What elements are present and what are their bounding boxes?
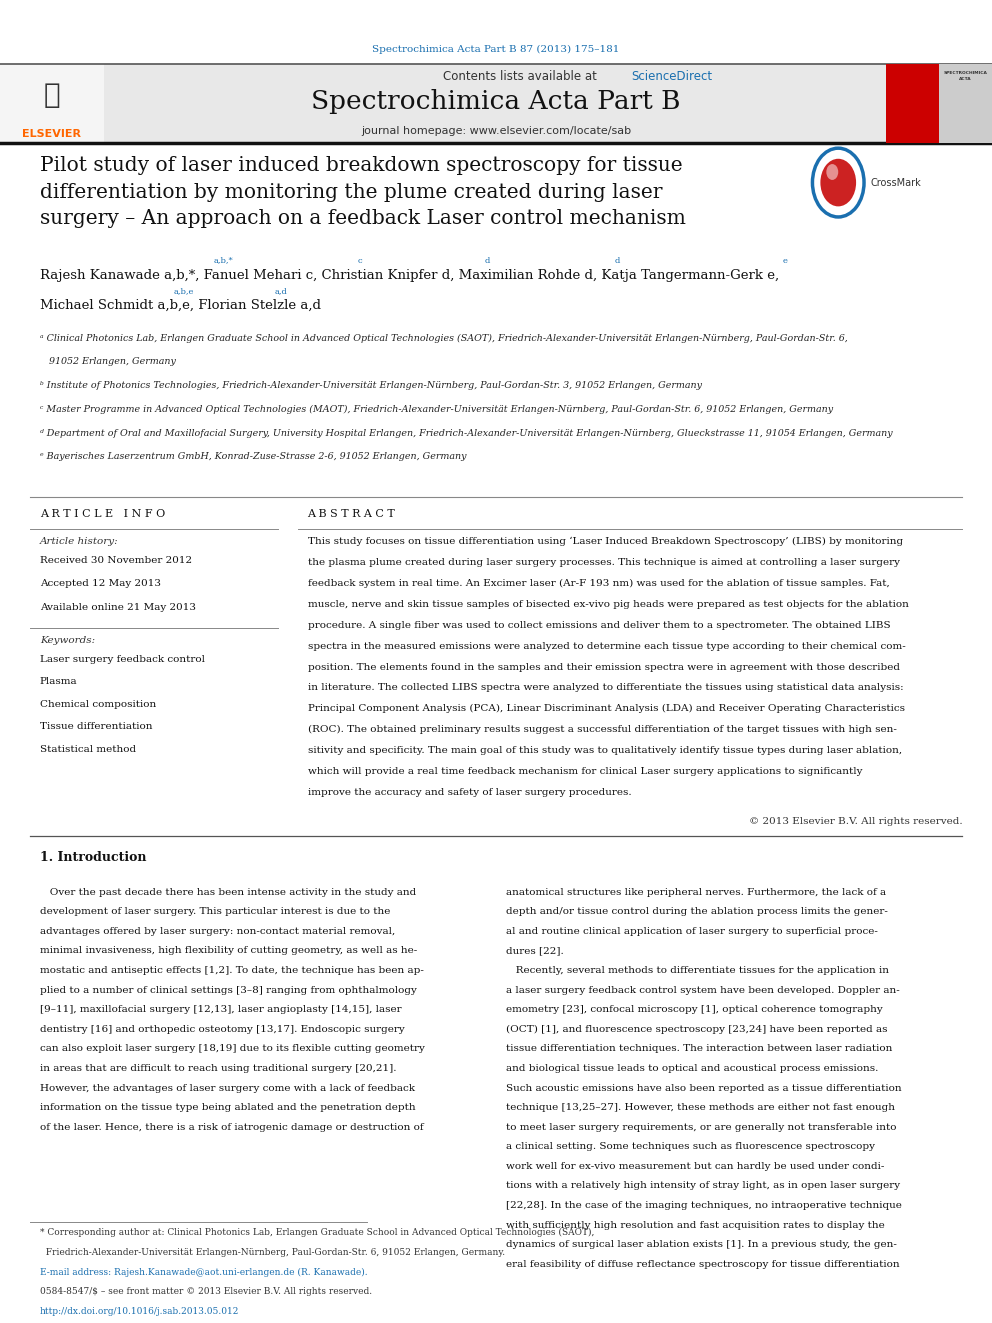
Text: This study focuses on tissue differentiation using ‘Laser Induced Breakdown Spec: This study focuses on tissue differentia… [308, 537, 903, 546]
Text: ScienceDirect: ScienceDirect [631, 70, 712, 83]
Text: http://dx.doi.org/10.1016/j.sab.2013.05.012: http://dx.doi.org/10.1016/j.sab.2013.05.… [40, 1307, 239, 1316]
Text: 0584-8547/$ – see front matter © 2013 Elsevier B.V. All rights reserved.: 0584-8547/$ – see front matter © 2013 El… [40, 1287, 372, 1297]
Text: and biological tissue leads to optical and acoustical process emissions.: and biological tissue leads to optical a… [506, 1064, 878, 1073]
FancyBboxPatch shape [104, 64, 886, 143]
Text: feedback system in real time. An Excimer laser (Ar-F 193 nm) was used for the ab: feedback system in real time. An Excimer… [308, 579, 889, 587]
Text: ᶜ Master Programme in Advanced Optical Technologies (MAOT), Friedrich-Alexander-: ᶜ Master Programme in Advanced Optical T… [40, 405, 833, 414]
Text: a laser surgery feedback control system have been developed. Doppler an-: a laser surgery feedback control system … [506, 986, 900, 995]
Text: d: d [485, 257, 490, 265]
Text: dures [22].: dures [22]. [506, 946, 563, 955]
Text: improve the accuracy and safety of laser surgery procedures.: improve the accuracy and safety of laser… [308, 789, 631, 796]
Text: Principal Component Analysis (PCA), Linear Discriminant Analysis (LDA) and Recei: Principal Component Analysis (PCA), Line… [308, 704, 905, 713]
Text: in areas that are difficult to reach using traditional surgery [20,21].: in areas that are difficult to reach usi… [40, 1064, 396, 1073]
Text: Recently, several methods to differentiate tissues for the application in: Recently, several methods to differentia… [506, 966, 889, 975]
Text: mostatic and antiseptic effects [1,2]. To date, the technique has been ap-: mostatic and antiseptic effects [1,2]. T… [40, 966, 424, 975]
Text: dynamics of surgical laser ablation exists [1]. In a previous study, the gen-: dynamics of surgical laser ablation exis… [506, 1240, 897, 1249]
Text: al and routine clinical application of laser surgery to superficial proce-: al and routine clinical application of l… [506, 927, 878, 935]
Text: CrossMark: CrossMark [871, 177, 922, 188]
Text: dentistry [16] and orthopedic osteotomy [13,17]. Endoscopic surgery: dentistry [16] and orthopedic osteotomy … [40, 1025, 405, 1033]
Text: to meet laser surgery requirements, or are generally not transferable into: to meet laser surgery requirements, or a… [506, 1123, 897, 1131]
Text: [22,28]. In the case of the imaging techniques, no intraoperative technique: [22,28]. In the case of the imaging tech… [506, 1201, 902, 1211]
Text: anatomical structures like peripheral nerves. Furthermore, the lack of a: anatomical structures like peripheral ne… [506, 888, 886, 897]
Text: with sufficiently high resolution and fast acquisition rates to display the: with sufficiently high resolution and fa… [506, 1221, 885, 1229]
Text: Available online 21 May 2013: Available online 21 May 2013 [40, 603, 195, 613]
Text: (ROC). The obtained preliminary results suggest a successful differentiation of : (ROC). The obtained preliminary results … [308, 725, 897, 734]
Text: Contents lists available at: Contents lists available at [443, 70, 601, 83]
Text: spectra in the measured emissions were analyzed to determine each tissue type ac: spectra in the measured emissions were a… [308, 642, 906, 651]
Text: Tissue differentiation: Tissue differentiation [40, 722, 152, 732]
Text: of the laser. Hence, there is a risk of iatrogenic damage or destruction of: of the laser. Hence, there is a risk of … [40, 1123, 424, 1131]
Text: A R T I C L E   I N F O: A R T I C L E I N F O [40, 509, 165, 520]
Text: 91052 Erlangen, Germany: 91052 Erlangen, Germany [40, 357, 176, 366]
Text: which will provide a real time feedback mechanism for clinical Laser surgery app: which will provide a real time feedback … [308, 767, 862, 777]
Text: Such acoustic emissions have also been reported as a tissue differentiation: Such acoustic emissions have also been r… [506, 1084, 902, 1093]
Text: ELSEVIER: ELSEVIER [22, 128, 81, 139]
Text: a,b,e: a,b,e [174, 287, 194, 295]
Text: position. The elements found in the samples and their emission spectra were in a: position. The elements found in the samp… [308, 663, 900, 672]
Text: Accepted 12 May 2013: Accepted 12 May 2013 [40, 579, 161, 589]
Text: emometry [23], confocal microscopy [1], optical coherence tomography: emometry [23], confocal microscopy [1], … [506, 1005, 883, 1015]
FancyBboxPatch shape [0, 64, 104, 143]
Text: technique [13,25–27]. However, these methods are either not fast enough: technique [13,25–27]. However, these met… [506, 1103, 895, 1113]
Text: Spectrochimica Acta Part B: Spectrochimica Acta Part B [311, 89, 681, 114]
Text: (OCT) [1], and fluorescence spectroscopy [23,24] have been reported as: (OCT) [1], and fluorescence spectroscopy… [506, 1025, 888, 1033]
Text: ᵉ Bayerisches Laserzentrum GmbH, Konrad-Zuse-Strasse 2-6, 91052 Erlangen, German: ᵉ Bayerisches Laserzentrum GmbH, Konrad-… [40, 452, 466, 462]
Circle shape [820, 159, 856, 206]
Text: a,b,*: a,b,* [213, 257, 233, 265]
Text: a,d: a,d [275, 287, 288, 295]
Text: ᵈ Department of Oral and Maxillofacial Surgery, University Hospital Erlangen, Fr: ᵈ Department of Oral and Maxillofacial S… [40, 429, 893, 438]
Text: ᵃ Clinical Photonics Lab, Erlangen Graduate School in Advanced Optical Technolog: ᵃ Clinical Photonics Lab, Erlangen Gradu… [40, 333, 847, 343]
Text: minimal invasiveness, high flexibility of cutting geometry, as well as he-: minimal invasiveness, high flexibility o… [40, 946, 417, 955]
Text: d: d [615, 257, 620, 265]
Text: E-mail address: Rajesh.Kanawade@aot.uni-erlangen.de (R. Kanawade).: E-mail address: Rajesh.Kanawade@aot.uni-… [40, 1267, 367, 1277]
Text: SPECTROCHIMICA: SPECTROCHIMICA [943, 71, 987, 75]
Bar [886, 64, 992, 143]
Bar [886, 64, 938, 143]
Text: Rajesh Kanawade a,b,*, Fanuel Mehari c, Christian Knipfer d, Maximilian Rohde d,: Rajesh Kanawade a,b,*, Fanuel Mehari c, … [40, 269, 779, 282]
Text: Article history:: Article history: [40, 537, 118, 546]
Text: c: c [358, 257, 363, 265]
Text: journal homepage: www.elsevier.com/locate/sab: journal homepage: www.elsevier.com/locat… [361, 126, 631, 136]
Text: [9–11], maxillofacial surgery [12,13], laser angioplasty [14,15], laser: [9–11], maxillofacial surgery [12,13], l… [40, 1005, 402, 1015]
Text: ACTA: ACTA [959, 77, 972, 82]
Text: A B S T R A C T: A B S T R A C T [308, 509, 395, 520]
Text: Statistical method: Statistical method [40, 745, 136, 754]
Text: can also exploit laser surgery [18,19] due to its flexible cutting geometry: can also exploit laser surgery [18,19] d… [40, 1044, 425, 1053]
Circle shape [826, 164, 838, 180]
Text: development of laser surgery. This particular interest is due to the: development of laser surgery. This parti… [40, 908, 390, 917]
Text: Received 30 November 2012: Received 30 November 2012 [40, 556, 191, 565]
Text: advantages offered by laser surgery: non-contact material removal,: advantages offered by laser surgery: non… [40, 927, 395, 935]
Text: work well for ex-vivo measurement but can hardly be used under condi-: work well for ex-vivo measurement but ca… [506, 1162, 884, 1171]
Bar [938, 64, 992, 143]
Text: e: e [783, 257, 788, 265]
Text: sitivity and specificity. The main goal of this study was to qualitatively ident: sitivity and specificity. The main goal … [308, 746, 902, 755]
Text: the plasma plume created during laser surgery processes. This technique is aimed: the plasma plume created during laser su… [308, 558, 900, 568]
Text: Friedrich-Alexander-Universität Erlangen-Nürnberg, Paul-Gordan-Str. 6, 91052 Erl: Friedrich-Alexander-Universität Erlangen… [40, 1248, 505, 1257]
Text: ᵇ Institute of Photonics Technologies, Friedrich-Alexander-Universität Erlangen-: ᵇ Institute of Photonics Technologies, F… [40, 381, 701, 390]
Text: in literature. The collected LIBS spectra were analyzed to differentiate the tis: in literature. The collected LIBS spectr… [308, 684, 903, 692]
Text: plied to a number of clinical settings [3–8] ranging from ophthalmology: plied to a number of clinical settings [… [40, 986, 417, 995]
Text: Pilot study of laser induced breakdown spectroscopy for tissue
differentiation b: Pilot study of laser induced breakdown s… [40, 156, 685, 228]
Text: tions with a relatively high intensity of stray light, as in open laser surgery: tions with a relatively high intensity o… [506, 1181, 900, 1191]
Text: a clinical setting. Some techniques such as fluorescence spectroscopy: a clinical setting. Some techniques such… [506, 1142, 875, 1151]
Text: Michael Schmidt a,b,e, Florian Stelzle a,d: Michael Schmidt a,b,e, Florian Stelzle a… [40, 299, 320, 312]
Text: Chemical composition: Chemical composition [40, 700, 156, 709]
Text: muscle, nerve and skin tissue samples of bisected ex-vivo pig heads were prepare: muscle, nerve and skin tissue samples of… [308, 599, 909, 609]
Text: Laser surgery feedback control: Laser surgery feedback control [40, 655, 204, 664]
Text: depth and/or tissue control during the ablation process limits the gener-: depth and/or tissue control during the a… [506, 908, 888, 917]
Text: information on the tissue type being ablated and the penetration depth: information on the tissue type being abl… [40, 1103, 416, 1113]
Text: * Corresponding author at: Clinical Photonics Lab, Erlangen Graduate School in A: * Corresponding author at: Clinical Phot… [40, 1228, 594, 1237]
Text: © 2013 Elsevier B.V. All rights reserved.: © 2013 Elsevier B.V. All rights reserved… [749, 816, 962, 826]
Text: procedure. A single fiber was used to collect emissions and deliver them to a sp: procedure. A single fiber was used to co… [308, 620, 890, 630]
Text: 🌳: 🌳 [44, 81, 60, 110]
Text: eral feasibility of diffuse reflectance spectroscopy for tissue differentiation: eral feasibility of diffuse reflectance … [506, 1259, 900, 1269]
Text: Plasma: Plasma [40, 677, 77, 687]
Text: Spectrochimica Acta Part B 87 (2013) 175–181: Spectrochimica Acta Part B 87 (2013) 175… [372, 45, 620, 54]
Text: tissue differentiation techniques. The interaction between laser radiation: tissue differentiation techniques. The i… [506, 1044, 892, 1053]
Text: 1. Introduction: 1. Introduction [40, 851, 146, 864]
Text: Keywords:: Keywords: [40, 636, 95, 646]
Text: However, the advantages of laser surgery come with a lack of feedback: However, the advantages of laser surgery… [40, 1084, 415, 1093]
Text: Over the past decade there has been intense activity in the study and: Over the past decade there has been inte… [40, 888, 416, 897]
